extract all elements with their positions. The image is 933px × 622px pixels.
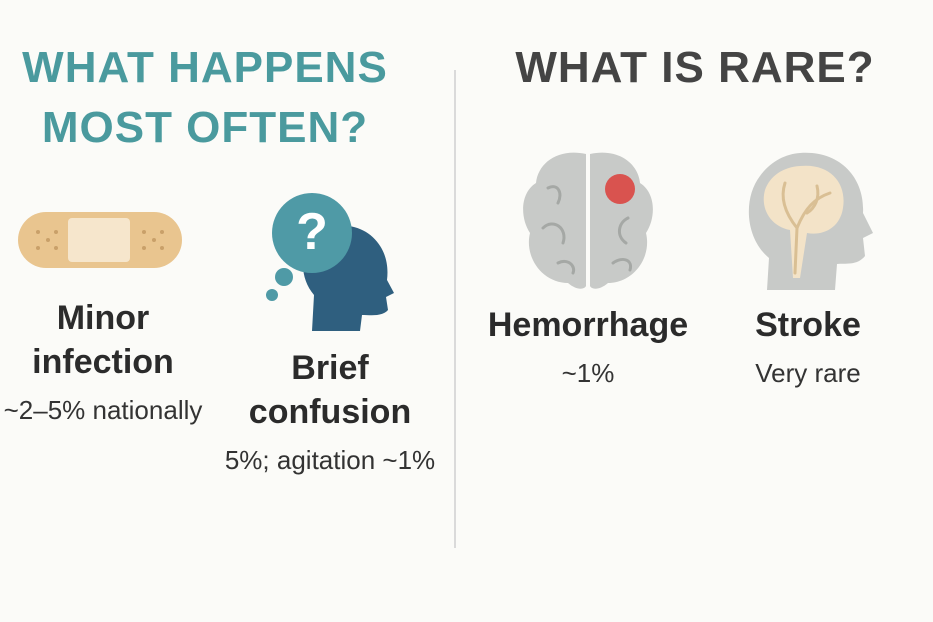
stroke-icon bbox=[748, 152, 873, 290]
item-desc: Very rare bbox=[755, 358, 861, 388]
item-desc: ~2–5% nationally bbox=[3, 395, 203, 425]
section-title: WHAT HAPPENS MOST OFTEN? bbox=[22, 43, 388, 152]
divider bbox=[454, 70, 456, 548]
item-title: Stroke bbox=[755, 306, 861, 344]
item-title: Brief confusion bbox=[248, 349, 412, 431]
bandage-icon bbox=[18, 212, 182, 268]
section-title: WHAT IS RARE? bbox=[515, 43, 875, 92]
item-desc: ~1% bbox=[561, 358, 615, 388]
item-title: Hemorrhage bbox=[487, 306, 689, 344]
item-title: Minor infection bbox=[32, 299, 174, 381]
confusion-icon: ? bbox=[266, 193, 394, 331]
item-desc: 5%; agitation ~1% bbox=[224, 445, 436, 475]
svg-text:?: ? bbox=[296, 203, 328, 261]
brain-icon bbox=[523, 152, 653, 289]
